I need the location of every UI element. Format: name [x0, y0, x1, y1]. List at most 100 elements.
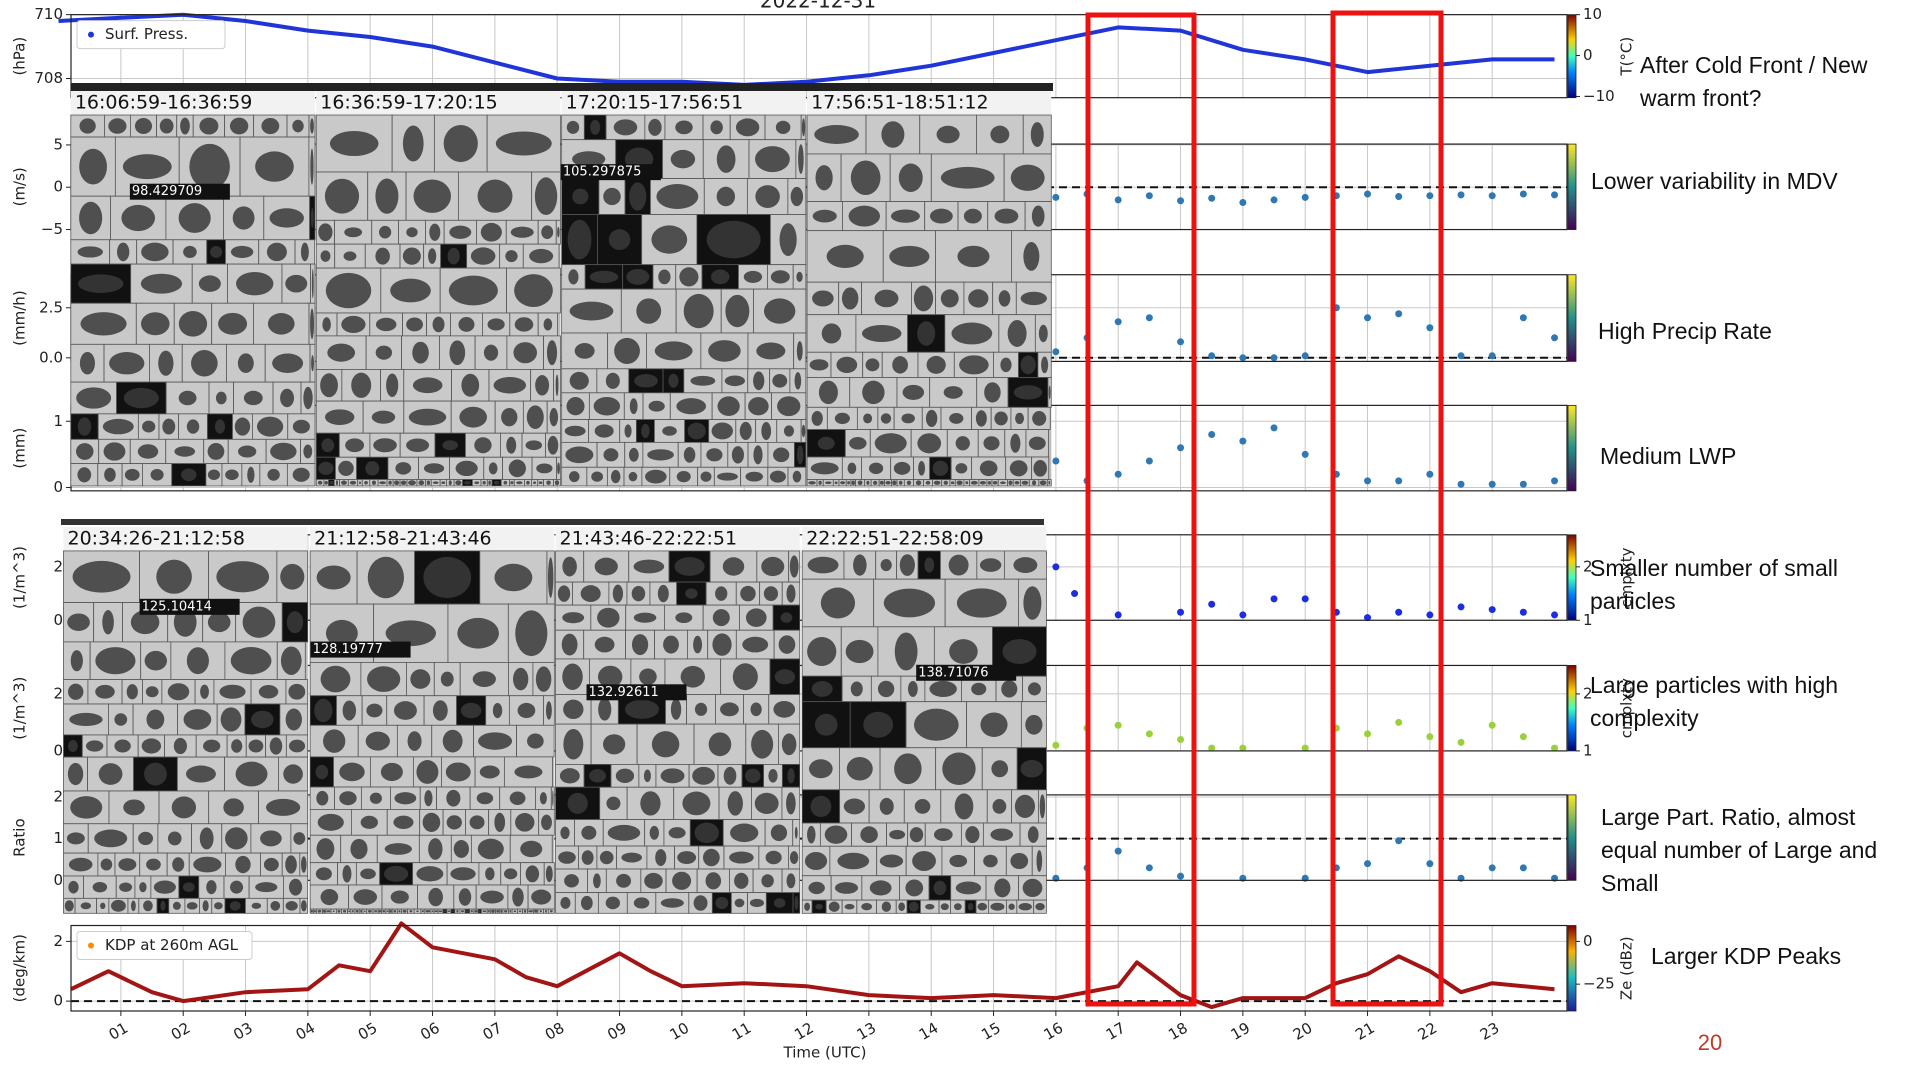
particle	[520, 840, 543, 858]
particle	[956, 588, 1007, 618]
particle	[581, 850, 594, 865]
particle	[902, 384, 925, 400]
particle	[480, 890, 504, 904]
particle	[892, 356, 908, 374]
particle	[505, 250, 518, 263]
particle	[288, 739, 306, 753]
particle	[76, 443, 94, 460]
particle	[1033, 459, 1047, 477]
particle	[260, 830, 282, 847]
particle	[230, 880, 244, 894]
particle	[723, 766, 737, 785]
collage-number: 128.19777	[313, 642, 383, 657]
particle	[363, 910, 366, 913]
particle	[311, 355, 314, 372]
particle	[925, 903, 935, 910]
particle	[655, 849, 667, 867]
collage-label: 17:20:15-17:56:51	[566, 92, 744, 114]
particle	[640, 791, 661, 816]
particle	[755, 146, 790, 173]
particle	[380, 762, 403, 782]
colorbar	[1567, 404, 1577, 492]
particle	[514, 274, 553, 307]
particle	[144, 650, 168, 671]
x-axis-label: Time (UTC)	[783, 1044, 867, 1062]
particle	[408, 408, 447, 426]
particle	[487, 909, 490, 913]
data-point	[1208, 600, 1216, 608]
particle	[478, 732, 513, 750]
particle	[843, 798, 866, 815]
data-point	[1114, 470, 1122, 478]
particle	[1032, 411, 1047, 426]
particle	[660, 898, 684, 908]
particle	[418, 480, 425, 486]
particle	[223, 798, 244, 817]
y-tick-label: 0	[53, 741, 63, 759]
data-point	[1239, 437, 1247, 445]
data-point	[1239, 611, 1247, 619]
particle	[643, 769, 651, 783]
particle	[809, 359, 829, 371]
data-point	[1270, 196, 1278, 204]
particle	[787, 768, 795, 784]
particle	[1032, 480, 1037, 486]
particle	[447, 247, 460, 265]
particle	[104, 467, 116, 482]
particle	[1025, 714, 1043, 735]
particle	[710, 120, 723, 135]
particle	[812, 209, 837, 223]
particle	[514, 317, 534, 332]
particle	[182, 882, 195, 893]
particle	[186, 647, 209, 675]
particle	[408, 480, 416, 486]
particle	[470, 910, 473, 913]
collage-cell	[132, 823, 159, 854]
particle	[67, 739, 78, 753]
particle	[890, 209, 920, 223]
data-point	[1551, 744, 1559, 752]
particle	[925, 480, 931, 485]
particle	[559, 768, 580, 784]
particle	[1015, 412, 1025, 425]
collage-strip	[61, 519, 1044, 525]
particle	[110, 899, 126, 912]
particle	[440, 671, 454, 687]
particle	[416, 910, 419, 913]
particle	[371, 410, 396, 424]
colorbar-tick-label: 1	[1583, 611, 1593, 629]
particle	[1036, 850, 1043, 872]
data-point	[1177, 338, 1185, 346]
particle	[1014, 794, 1036, 819]
particle	[393, 909, 397, 913]
particle	[768, 769, 778, 783]
particle	[375, 345, 393, 360]
particle	[510, 481, 514, 485]
particle	[633, 612, 657, 623]
colorbar-label: Ze (dBz)	[1618, 936, 1636, 1000]
particle	[457, 617, 499, 649]
particle	[446, 789, 461, 807]
particle	[569, 371, 589, 390]
particle	[631, 585, 646, 602]
particle	[225, 469, 239, 481]
particle	[660, 768, 685, 784]
particle	[173, 737, 187, 755]
particle	[761, 556, 785, 577]
page-number: 20	[1698, 1030, 1722, 1055]
particle	[555, 374, 559, 397]
collage-cell	[801, 578, 875, 628]
particle	[118, 858, 137, 871]
particle	[95, 647, 136, 675]
particle	[479, 765, 500, 779]
particle	[422, 812, 441, 832]
particle	[474, 909, 478, 913]
data-point	[1208, 194, 1216, 202]
particle	[207, 469, 221, 481]
particle	[207, 443, 225, 460]
particle	[808, 881, 825, 895]
data-point	[1301, 450, 1309, 458]
particle	[568, 269, 579, 285]
y-tick-label: 0	[53, 178, 63, 196]
particle	[724, 375, 745, 387]
